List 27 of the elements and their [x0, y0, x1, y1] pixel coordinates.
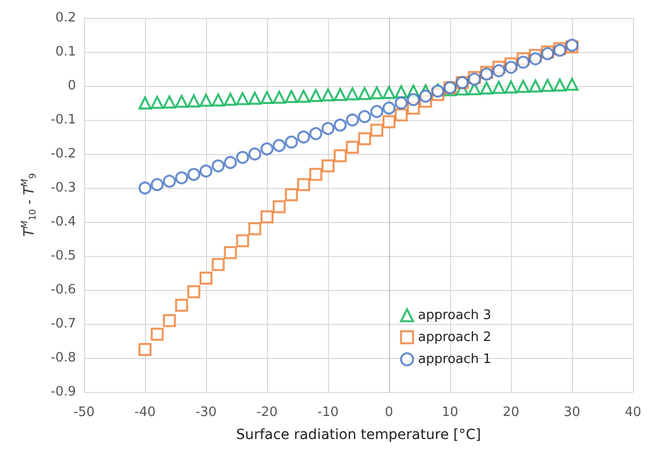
- x-axis-title: Surface radiation temperature [°C]: [236, 427, 481, 443]
- legend-label: approach 1: [418, 352, 492, 367]
- y-tick-label: -0.1: [50, 112, 76, 128]
- x-tick-label: 10: [442, 405, 458, 420]
- legend-label: approach 3: [418, 308, 492, 323]
- y-axis-title: TM10 - TM9: [20, 172, 38, 237]
- y-tick-label: -0.6: [50, 282, 76, 298]
- y-tick-label: 0.1: [55, 44, 76, 60]
- y-tick-label: -0.7: [50, 316, 76, 332]
- y-tick-label: -0.4: [50, 214, 76, 230]
- y-tick-label: -0.9: [50, 384, 76, 400]
- y-tick-label: -0.8: [50, 350, 76, 366]
- x-tick-label: -40: [134, 405, 156, 420]
- y-tick-label: -0.3: [50, 180, 76, 196]
- y-tick-label: 0: [68, 78, 76, 94]
- legend-label: approach 2: [418, 330, 492, 345]
- y-tick-label: 0.2: [55, 10, 76, 26]
- x-tick-label: -20: [256, 405, 278, 420]
- x-tick-label: 30: [564, 405, 580, 420]
- x-tick-label: -10: [317, 405, 339, 420]
- x-tick-label: 0: [384, 405, 394, 420]
- y-tick-label: -0.2: [50, 146, 76, 162]
- x-tick-label: 20: [502, 405, 520, 420]
- y-tick-label: -0.5: [50, 248, 76, 264]
- x-tick-label: -30: [195, 405, 217, 420]
- x-tick-label: 40: [624, 405, 642, 420]
- x-tick-label: -50: [73, 405, 95, 420]
